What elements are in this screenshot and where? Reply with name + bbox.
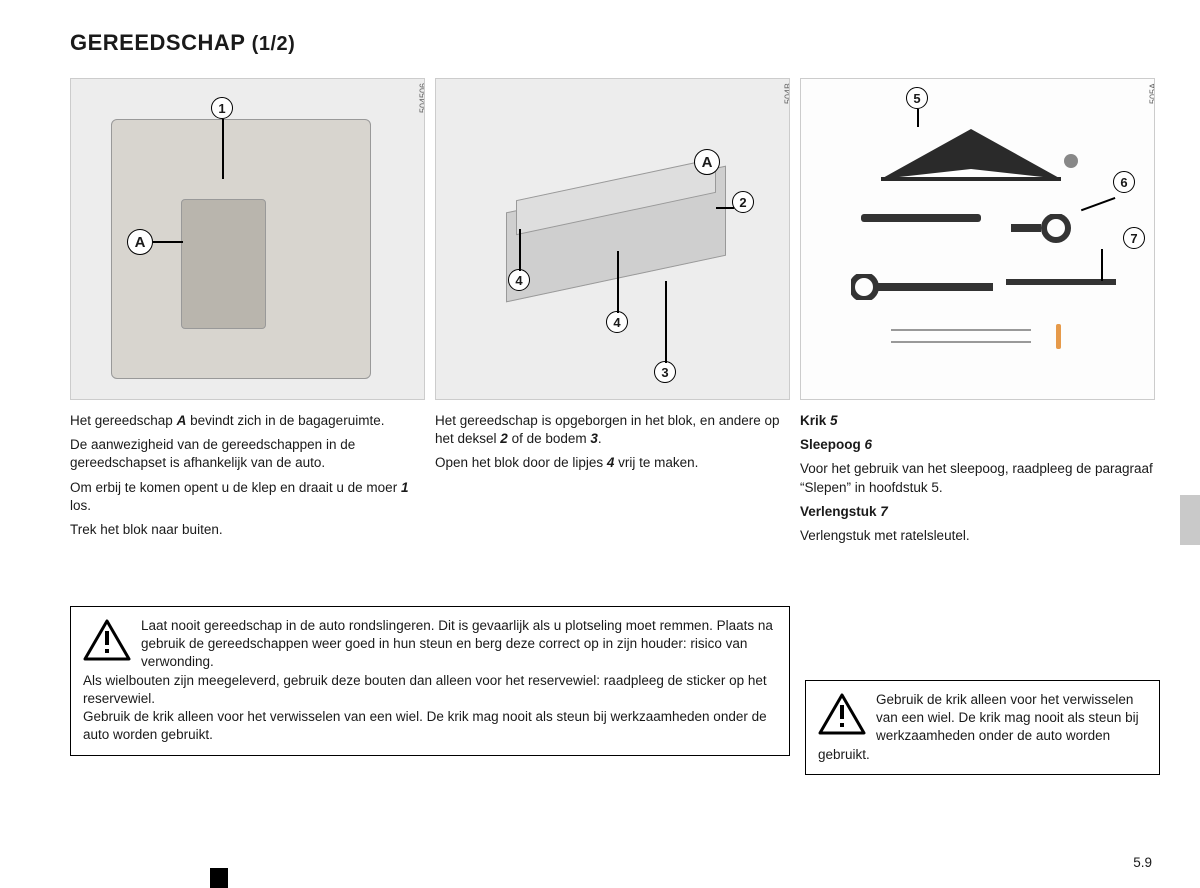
figure-1: 504506 1 A	[70, 78, 425, 400]
warning-icon	[83, 619, 131, 661]
side-tab	[1180, 495, 1200, 545]
title-fraction: (1/2)	[252, 33, 296, 55]
col3-text: Krik 5 Sleepoog 6 Voor het gebruik van h…	[800, 412, 1155, 545]
callout-4a: 4	[508, 269, 530, 291]
thumb-index-mark	[210, 868, 228, 888]
callout-4b: 4	[606, 311, 628, 333]
jack-icon	[871, 119, 1081, 189]
col1-text: Het gereedschap A bevindt zich in de bag…	[70, 412, 425, 539]
warning-box-small: Gebruik de krik alleen voor het verwisse…	[805, 680, 1160, 775]
warning-text-small: Gebruik de krik alleen voor het verwisse…	[818, 692, 1139, 762]
callout-5: 5	[906, 87, 928, 109]
toweye-icon	[1011, 214, 1071, 244]
callout-1: 1	[211, 97, 233, 119]
warning-box-large: Laat nooit gereedschap in de auto rondsl…	[70, 606, 790, 756]
figure-2: 504B A 2 4 4 3	[435, 78, 790, 400]
figure-code: 504506	[418, 83, 425, 113]
title-text: GEREEDSCHAP	[70, 30, 245, 55]
figure-3: 505A	[800, 78, 1155, 400]
callout-6: 6	[1113, 171, 1135, 193]
page-number: 5.9	[1133, 855, 1152, 870]
page-title: GEREEDSCHAP (1/2)	[70, 30, 1150, 56]
figure-code: 504B	[783, 83, 790, 104]
col2-text: Het gereedschap is opgeborgen in het blo…	[435, 412, 790, 473]
content-columns: 504506 1 A Het gereedschap A bevindt zic…	[70, 78, 1150, 551]
warning-text-large: Laat nooit gereedschap in de auto rondsl…	[83, 618, 773, 742]
callout-A-fig2: A	[694, 149, 720, 175]
column-2: 504B A 2 4 4 3 Het gereedschap is opgebo…	[435, 78, 790, 551]
figure-code: 505A	[1148, 83, 1155, 104]
callout-2: 2	[732, 191, 754, 213]
callout-7: 7	[1123, 227, 1145, 249]
wrench-icon	[851, 274, 1001, 300]
column-1: 504506 1 A Het gereedschap A bevindt zic…	[70, 78, 425, 551]
callout-3: 3	[654, 361, 676, 383]
warning-icon	[818, 693, 866, 735]
callout-A-fig1: A	[127, 229, 153, 255]
column-3: 505A	[800, 78, 1155, 551]
